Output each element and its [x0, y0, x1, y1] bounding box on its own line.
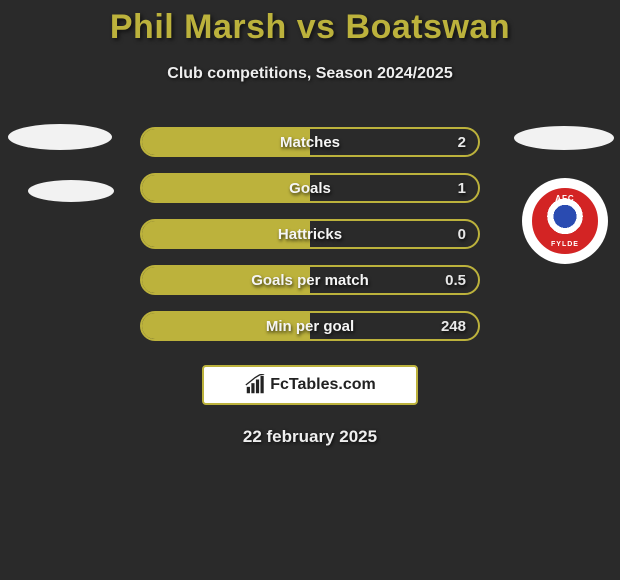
stat-bar-fill	[142, 175, 310, 201]
stat-bar-hattricks: Hattricks 0	[140, 219, 480, 249]
subtitle: Club competitions, Season 2024/2025	[0, 65, 620, 83]
bar-chart-icon	[244, 374, 266, 396]
page-title: Phil Marsh vs Boatswan	[0, 0, 620, 47]
date-text: 22 february 2025	[0, 427, 620, 447]
stat-bar-value: 0.5	[445, 272, 466, 289]
branding-text: FcTables.com	[270, 376, 376, 394]
stat-bar-value: 2	[458, 134, 466, 151]
stat-bar-value: 248	[441, 318, 466, 335]
stat-bar-label: Hattricks	[278, 226, 342, 243]
stat-bar-label: Min per goal	[266, 318, 354, 335]
player-left-photo-placeholder-1	[8, 124, 112, 150]
badge-text-top: AFC	[536, 194, 594, 203]
club-badge-right: AFC FYLDE	[522, 178, 608, 264]
stat-bar-value: 0	[458, 226, 466, 243]
club-badge-icon: AFC FYLDE	[532, 188, 598, 254]
stat-bar-min-per-goal: Min per goal 248	[140, 311, 480, 341]
stat-bar-matches: Matches 2	[140, 127, 480, 157]
badge-text-bottom: FYLDE	[536, 241, 594, 248]
stat-bar-goals: Goals 1	[140, 173, 480, 203]
stat-bar-label: Goals per match	[251, 272, 369, 289]
stat-bar-value: 1	[458, 180, 466, 197]
player-left-photo-placeholder-2	[28, 180, 114, 202]
stat-bar-label: Goals	[289, 180, 331, 197]
stat-bar-label: Matches	[280, 134, 340, 151]
branding-box[interactable]: FcTables.com	[202, 365, 418, 405]
player-right-photo-placeholder	[514, 126, 614, 150]
stat-bar-goals-per-match: Goals per match 0.5	[140, 265, 480, 295]
